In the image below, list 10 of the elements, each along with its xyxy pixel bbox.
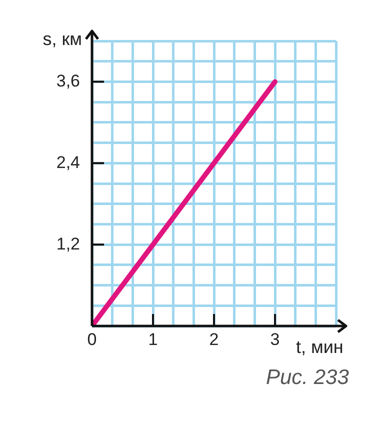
y-tick-label: 2,4 (56, 152, 80, 172)
x-axis-title: t, мин (296, 337, 344, 357)
y-tick-label: 1,2 (56, 234, 80, 254)
y-tick-label: 3,6 (56, 71, 80, 90)
x-tick-label: 2 (209, 330, 219, 349)
y-axis-title: s, км (42, 29, 82, 49)
x-tick-label: 3 (270, 330, 280, 349)
x-tick-label: 1 (148, 330, 158, 349)
x-tick-label: 0 (87, 330, 97, 349)
text: Рис. 233 (266, 366, 349, 390)
